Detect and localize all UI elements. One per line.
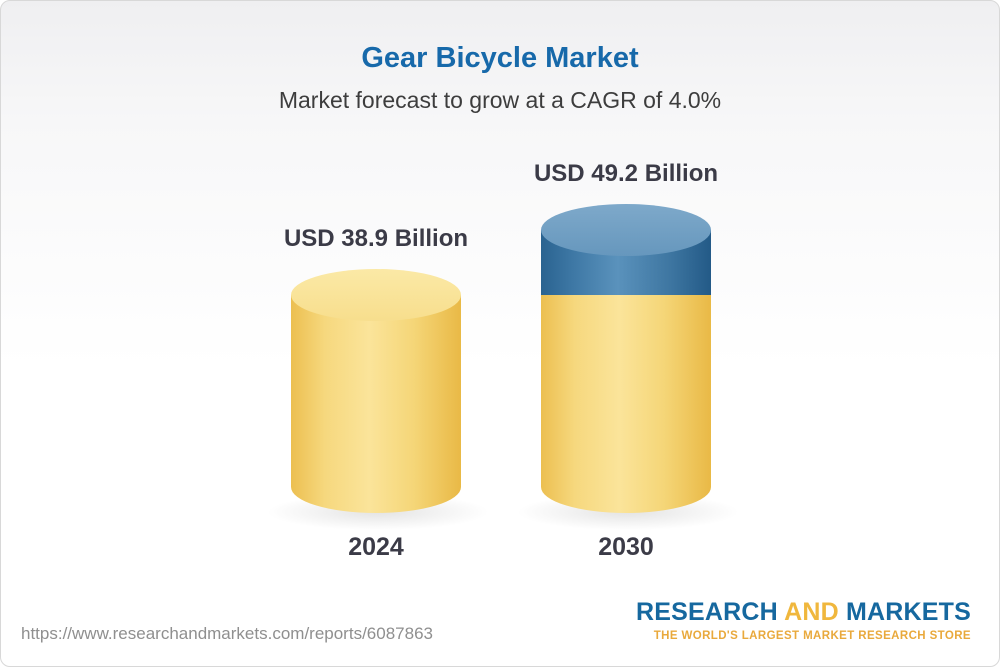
brand-word-research: RESEARCH	[635, 598, 778, 626]
value-label-2024: USD 38.9 Billion	[283, 225, 469, 252]
base-segment-2024	[291, 295, 461, 513]
brand-word-and: AND	[784, 598, 839, 626]
page-subtitle: Market forecast to grow at a CAGR of 4.0…	[278, 87, 722, 113]
value-label-2030: USD 49.2 Billion	[533, 160, 719, 187]
cylinder-2024-top-ellipse	[291, 269, 461, 321]
category-label-2030: 2030	[598, 533, 654, 561]
report-url: https://www.researchandmarkets.com/repor…	[21, 624, 433, 643]
cylinder-2030	[541, 204, 711, 513]
page-title: Gear Bicycle Market	[361, 42, 639, 74]
cylinder-2024-body	[291, 295, 461, 513]
cylinder-2024	[291, 269, 461, 513]
brand-logo-wordmark: RESEARCH AND MARKETS	[636, 598, 971, 627]
brand-tagline: THE WORLD'S LARGEST MARKET RESEARCH STOR…	[653, 630, 971, 642]
cylinder-2030-body	[541, 230, 711, 513]
category-label-2024: 2024	[348, 533, 404, 561]
base-segment-2030	[541, 295, 711, 513]
brand-word-markets: MARKETS	[845, 598, 971, 626]
cylinder-2030-top-ellipse	[541, 204, 711, 256]
brand-logo: RESEARCH AND MARKETS THE WORLD'S LARGEST…	[636, 598, 971, 642]
